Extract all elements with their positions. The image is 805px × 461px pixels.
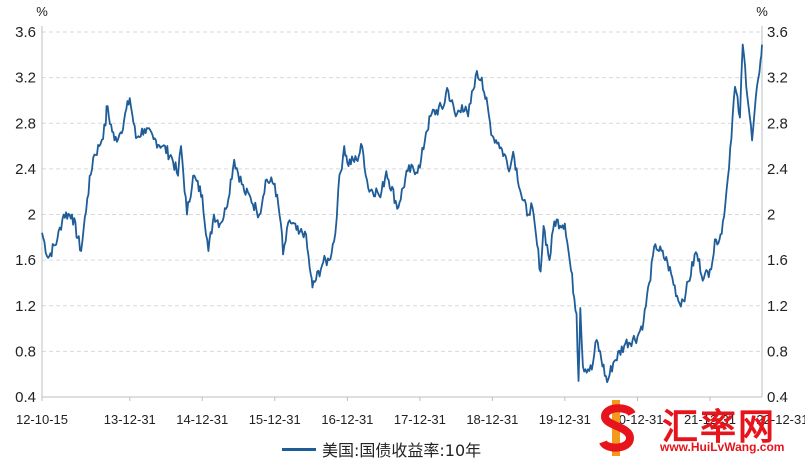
x-tick-label: 15-12-31 xyxy=(249,412,301,427)
y-tick-label-right: 3.6 xyxy=(767,24,788,41)
legend-swatch xyxy=(282,447,316,451)
legend[interactable]: 美国:国债收益率:10年 xyxy=(282,439,482,460)
watermark-url: www.HuiLvWang.com xyxy=(660,440,785,454)
x-tick-label: 22-12-31 xyxy=(756,412,805,427)
y-unit-right: % xyxy=(756,4,768,19)
x-tick-label: 12-10-15 xyxy=(16,412,68,427)
y-tick-label-right: 1.6 xyxy=(767,252,788,269)
series-line-us-10y xyxy=(41,43,763,384)
x-tick-label: 18-12-31 xyxy=(466,412,518,427)
x-tick-label: 17-12-31 xyxy=(394,412,446,427)
watermark-logo: 汇率网 www.HuiLvWang.com xyxy=(598,398,805,461)
y-tick-label-left: 1.2 xyxy=(15,298,36,315)
y-tick-label-left: 2.4 xyxy=(15,161,36,178)
x-tick-label: 16-12-31 xyxy=(321,412,373,427)
grid-lines xyxy=(42,31,762,398)
y-tick-label-right: 0.4 xyxy=(767,389,788,406)
y-unit-left: % xyxy=(36,4,48,19)
y-tick-label-left: 2 xyxy=(28,207,36,224)
y-tick-label-right: 1.2 xyxy=(767,298,788,315)
y-axis-left: 3.6 3.2 2.8 2.4 2 1.6 1.2 0.8 0.4 xyxy=(15,24,43,406)
x-tick-label: 21-12-31 xyxy=(684,412,736,427)
legend-label: 美国:国债收益率:10年 xyxy=(322,441,482,460)
y-tick-label-left: 0.8 xyxy=(15,343,36,360)
x-tick-label: 14-12-31 xyxy=(176,412,228,427)
watermark-name: 汇率网 xyxy=(662,407,777,448)
y-axis-right: 3.6 3.2 2.8 2.4 2 1.6 1.2 0.8 0.4 xyxy=(761,24,788,406)
series-group xyxy=(41,43,763,384)
y-tick-label-right: 2.8 xyxy=(767,115,788,132)
y-tick-label-left: 0.4 xyxy=(15,389,36,406)
y-tick-label-right: 0.8 xyxy=(767,343,788,360)
y-tick-label-right: 2.4 xyxy=(767,161,788,178)
y-tick-label-left: 3.2 xyxy=(15,70,36,87)
y-tick-label-left: 2.8 xyxy=(15,115,36,132)
y-tick-label-right: 2 xyxy=(767,207,775,224)
x-axis: 12-10-15 13-12-31 14-12-31 15-12-31 16-12-31… xyxy=(16,396,805,427)
x-tick-label: 13-12-31 xyxy=(104,412,156,427)
dollar-coin-icon xyxy=(599,400,636,456)
x-tick-label: 20-12-31 xyxy=(611,412,663,427)
y-tick-label-left: 3.6 xyxy=(15,24,36,41)
y-tick-label-right: 3.2 xyxy=(767,70,788,87)
x-tick-label: 19-12-31 xyxy=(539,412,591,427)
y-tick-label-left: 1.6 xyxy=(15,252,36,269)
